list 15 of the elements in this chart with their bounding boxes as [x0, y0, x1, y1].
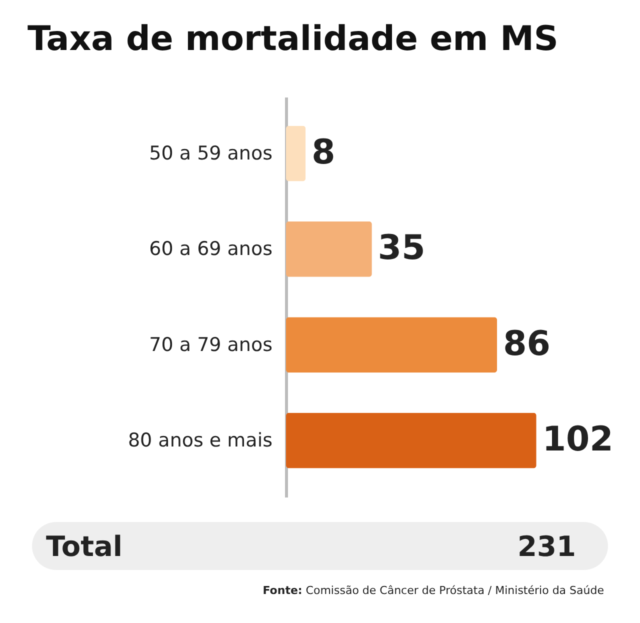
summary-box: Total 231	[32, 522, 608, 570]
y-tick-label: 50 a 59 anos	[149, 142, 272, 164]
bar	[286, 126, 306, 182]
source-note: Fonte: Comissão de Câncer de Próstata / Ministério da Saúde	[262, 584, 604, 597]
data-label: 8	[312, 132, 336, 172]
y-tick-label: 70 a 79 anos	[149, 334, 272, 356]
data-label: 102	[542, 420, 614, 460]
data-label: 86	[503, 324, 550, 364]
data-label: 35	[378, 228, 426, 268]
bar	[286, 221, 372, 277]
bar	[286, 317, 498, 373]
chart-title: Taxa de mortalidade em MS	[27, 19, 558, 59]
y-tick-label: 60 a 69 anos	[149, 238, 272, 260]
bar	[286, 412, 536, 468]
y-tick-label: 80 anos e mais	[128, 430, 272, 452]
